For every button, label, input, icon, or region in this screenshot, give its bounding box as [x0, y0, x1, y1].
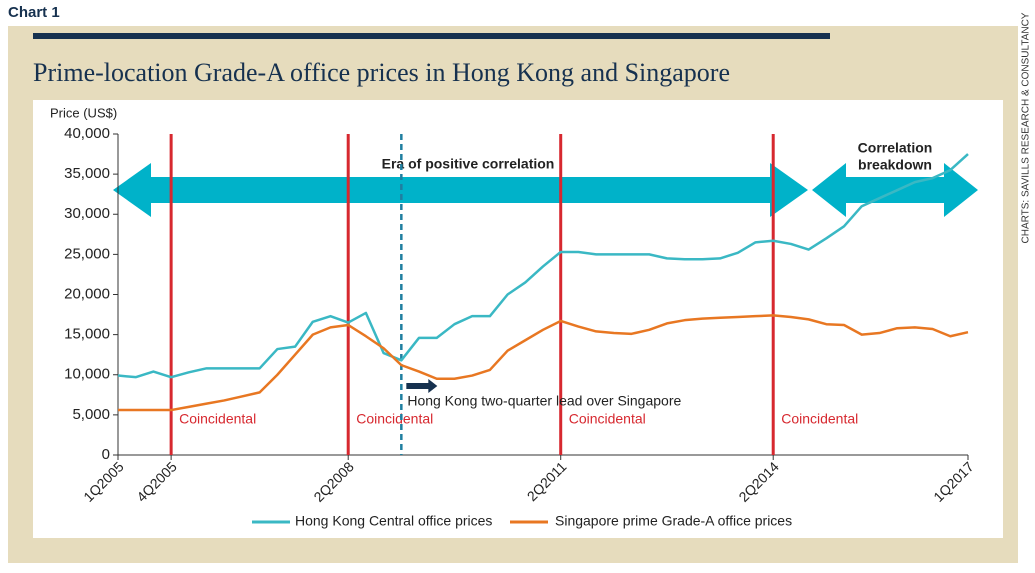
y-tick-label: 5,000 [72, 406, 110, 423]
legend-label: Singapore prime Grade-A office prices [555, 513, 792, 529]
annotation: breakdown [858, 157, 932, 173]
lead-label: Hong Kong two-quarter lead over Singapor… [407, 393, 681, 409]
arrow [113, 163, 808, 217]
marker-label: Coincidental [356, 411, 433, 427]
source: CHARTS: SAVILLS RESEARCH & CONSULTANCY [1021, 12, 1032, 243]
chart-title: Prime-location Grade-A office prices in … [33, 58, 730, 87]
y-tick-label: 40,000 [64, 125, 110, 142]
annotation: Correlation [858, 140, 933, 156]
title-bar [33, 33, 830, 39]
y-tick-label: 35,000 [64, 165, 110, 182]
annotation: Era of positive correlation [382, 156, 555, 172]
y-tick-label: 0 [102, 446, 110, 463]
marker-label: Coincidental [781, 411, 858, 427]
y-tick-label: 25,000 [64, 245, 110, 262]
y-tick-label: 30,000 [64, 205, 110, 222]
lead-arrow [406, 379, 438, 393]
y-tick-label: 10,000 [64, 366, 110, 383]
y-tick-label: 15,000 [64, 326, 110, 343]
marker-label: Coincidental [179, 411, 256, 427]
y-axis-label: Price (US$) [50, 105, 117, 120]
chart-label: Chart 1 [8, 4, 60, 21]
series-line [117, 153, 969, 379]
legend-label: Hong Kong Central office prices [295, 513, 492, 529]
marker-label: Coincidental [569, 411, 646, 427]
y-tick-label: 20,000 [64, 285, 110, 302]
series-line [118, 314, 969, 412]
